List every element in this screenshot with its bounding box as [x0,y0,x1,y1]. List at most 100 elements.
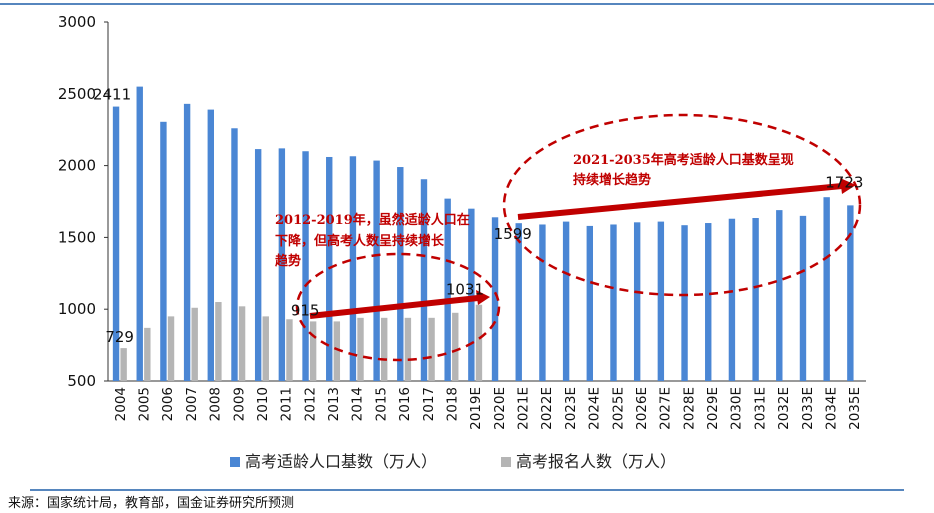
bar-population-2005 [136,86,143,382]
x-tick-label: 2033E [800,387,816,430]
data-label-2012-applicants: 915 [291,301,320,319]
bar-population-2026E [633,222,641,381]
x-tick-label: 2008 [208,387,224,421]
x-tick-label: 2016 [397,387,413,421]
bar-population-2016 [397,167,404,381]
bar-population-2031E [752,218,759,381]
x-tick-label: 2029E [705,387,721,430]
note-2021-2035-line-2: 持续增长趋势 [573,172,651,188]
x-tick-label: 2006 [160,387,176,421]
bar-population-2025E [610,224,617,381]
bar-population-2021E [515,223,522,381]
bar-population-2008 [207,109,214,381]
x-tick-label: 2025E [610,387,626,430]
legend-swatch-applicants [501,457,511,467]
bar-population-2018 [444,198,451,381]
x-tick-label: 2035E [847,387,863,430]
x-tick-label: 2034E [823,387,839,430]
bar-population-2011 [278,148,286,381]
x-tick-label: 2024E [587,387,603,430]
bar-population-2020E [491,217,499,381]
x-tick-label: 2007 [184,387,200,421]
bar-applicants-2009 [238,306,246,381]
y-axis-ticks: 3000 2500 2000 1500 1000 500 [58,13,108,390]
x-tick-label: 2018 [444,387,460,421]
x-tick-label: 2032E [776,387,792,430]
x-tick-label: 2030E [729,387,745,430]
legend-label-applicants: 高考报名人数（万人） [516,452,676,471]
data-label-2035E-population: 1723 [825,173,863,191]
bar-population-2006 [160,121,167,381]
bar-applicants-2014 [357,317,364,381]
x-tick-label: 2004 [113,387,129,421]
note-2012-2019-line-3: 趋势 [275,253,301,269]
x-tick-label: 2010 [255,387,271,421]
bar-applicants-2004 [120,348,127,381]
bars [112,86,854,382]
x-axis-ticks: 2004 2005 2006 2007 2008 2009 2010 2011 2012 2013… [113,387,863,430]
bar-population-2024E [586,225,593,381]
bar-applicants-2012 [309,321,317,381]
note-2021-2035: 2021-2035年高考适龄人口基数呈现 持续增长趋势 [573,152,798,188]
bar-population-2010 [254,149,262,381]
x-tick-label: 2017 [421,387,437,421]
y-tick-label: 2000 [58,157,96,175]
data-label-2004-applicants: 729 [105,328,134,346]
trend-arrowhead-2012-2019 [476,290,490,305]
bar-applicants-2017 [428,317,435,381]
bar-population-2014 [349,156,357,381]
annotation-ellipse-2012-2019 [295,252,501,362]
bar-population-2019E [468,208,475,381]
bar-applicants-2010 [262,316,269,381]
x-tick-label: 2023E [563,387,579,430]
note-2021-2035-line-1: 2021-2035年高考适龄人口基数呈现 [573,152,794,168]
bar-population-2004 [112,106,120,382]
legend: 高考适龄人口基数（万人） 高考报名人数（万人） [230,452,676,471]
trend-arrow-2012-2019 [309,295,479,319]
note-2012-2019-line-1: 2012-2019年，虽然适龄人口在 [275,212,470,228]
data-labels: 2411 729 915 1031 1599 1723 [93,86,864,347]
bar-population-2033E [799,215,807,381]
bar-applicants-2015 [381,317,388,381]
legend-label-population: 高考适龄人口基数（万人） [245,452,437,471]
legend-swatch-population [230,457,240,467]
y-tick-label: 1500 [58,228,96,246]
bar-applicants-2011 [286,319,293,381]
note-2012-2019-line-2: 下降，但高考人数呈持续增长 [275,233,445,249]
bar-population-2022E [539,224,546,381]
x-tick-label: 2013 [326,387,342,421]
bar-population-2035E [847,205,854,381]
bar-population-2009 [231,128,238,381]
x-tick-label: 2026E [634,387,650,430]
bar-applicants-2013 [333,321,341,381]
data-label-2004-population: 2411 [93,86,131,104]
bar-population-2027E [657,221,665,381]
annotation-ellipse-2021-2035 [502,113,862,297]
trend-arrowhead-2021-2035 [840,178,856,194]
bar-population-2012 [302,151,309,381]
bar-population-2023E [562,221,570,381]
y-tick-label: 500 [67,372,96,390]
bar-population-2007 [183,103,191,382]
bar-population-2034E [823,197,830,381]
x-tick-label: 2020E [492,387,508,430]
source-text: 来源：国家统计局，教育部，国金证券研究所预测 [8,495,294,511]
x-tick-label: 2028E [681,387,697,430]
note-2012-2019: 2012-2019年，虽然适龄人口在 下降，但高考人数呈持续增长 趋势 [275,212,474,269]
y-tick-label: 2500 [58,85,96,103]
bar-applicants-2007 [191,307,198,381]
data-label-2019E-applicants: 1031 [446,281,484,299]
data-label-2021E-population: 1599 [494,225,532,243]
bar-population-2028E [681,225,688,381]
x-tick-label: 2009 [231,387,247,421]
bar-population-2030E [728,218,736,381]
y-tick-label: 1000 [58,300,96,318]
bar-applicants-2005 [144,327,151,381]
x-tick-label: 2014 [350,387,366,421]
bar-population-2032E [776,210,783,381]
bar-population-2015 [373,160,380,381]
bar-applicants-2016 [404,317,412,381]
trend-arrow-2021-2035 [517,183,843,220]
bar-applicants-2006 [167,316,175,381]
